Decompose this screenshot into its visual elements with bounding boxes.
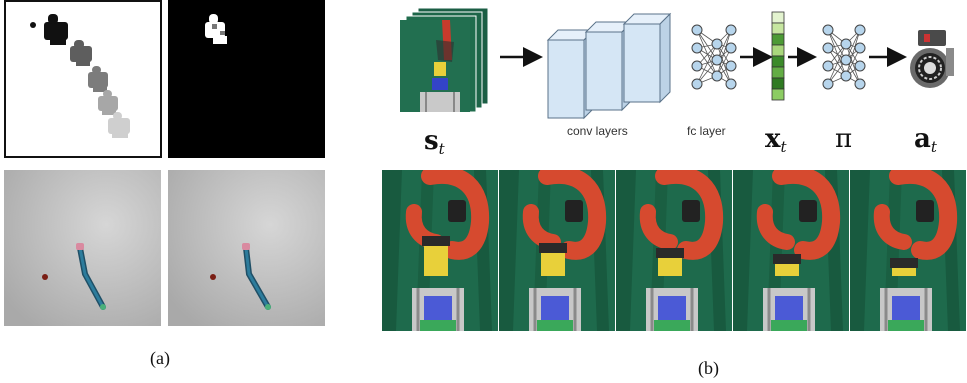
trajectory-silhouette-image	[4, 0, 162, 158]
policy-label: π	[835, 124, 853, 154]
panel-b: conv layers fc layer st xt π at	[370, 0, 967, 383]
robot-photo-frame	[382, 170, 498, 331]
feature-cell	[771, 22, 785, 35]
input-frame-stack	[400, 7, 489, 113]
robot-photo-frame	[499, 170, 615, 331]
feature-mask-image	[168, 0, 325, 158]
fc-layer-nodes	[691, 24, 737, 90]
policy-nodes	[822, 24, 866, 90]
silhouette-2	[70, 40, 92, 66]
silhouette-3	[88, 66, 108, 92]
robot-photo-strip	[382, 170, 966, 331]
conv-layers-label: conv layers	[567, 124, 628, 138]
feature-cell	[771, 11, 785, 24]
feature-label: xt	[765, 124, 787, 156]
reacher-sim-image-2	[168, 170, 325, 326]
state-label: st	[424, 126, 445, 158]
conv-layer-blocks	[546, 12, 672, 120]
silhouette-1	[44, 14, 68, 45]
input-frame-front	[400, 20, 470, 112]
feature-cell	[771, 66, 785, 79]
silhouette-4	[98, 90, 118, 115]
robot-photo-frame	[616, 170, 732, 331]
robot-photo-frame	[733, 170, 849, 331]
panel-a: (a)	[0, 0, 340, 383]
network-diagram	[400, 7, 954, 120]
fc-layer-label: fc layer	[687, 124, 726, 138]
panel-a-caption: (a)	[150, 348, 170, 368]
panel-b-caption: (b)	[698, 358, 719, 378]
reacher-sim-image-1	[4, 170, 161, 326]
feature-cell	[771, 33, 785, 46]
robot-photo-frame	[850, 170, 966, 331]
gripper-image	[910, 30, 954, 88]
feature-cell	[771, 88, 785, 101]
feature-vector	[771, 11, 785, 101]
action-label: at	[914, 124, 937, 156]
feature-cell	[771, 55, 785, 68]
silhouette-5	[108, 112, 130, 138]
feature-cell	[771, 77, 785, 90]
feature-cell	[771, 44, 785, 57]
